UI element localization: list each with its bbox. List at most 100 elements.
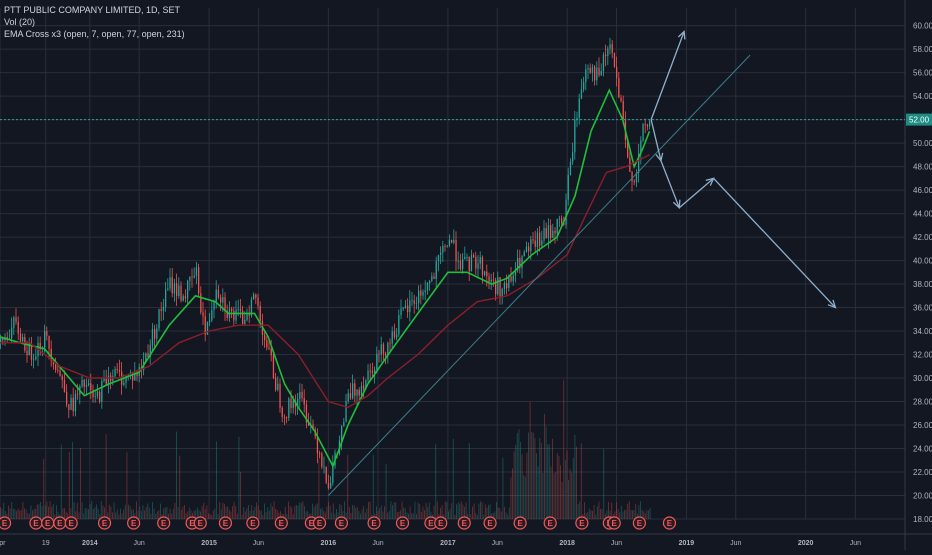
volume-bar (374, 513, 376, 519)
earnings-event-marker[interactable] (457, 516, 471, 530)
candle-body (367, 370, 369, 381)
volume-bar (83, 513, 85, 519)
candle-body (169, 277, 171, 289)
volume-bar (4, 511, 6, 519)
volume-bar (400, 510, 401, 519)
earnings-event-marker[interactable] (607, 516, 621, 530)
earnings-event-marker[interactable] (483, 516, 497, 530)
earnings-event-marker[interactable] (97, 516, 112, 530)
volume-bar (377, 511, 379, 519)
volume-bar (94, 507, 96, 519)
candle-body (195, 267, 198, 276)
earnings-event-marker[interactable] (395, 516, 410, 530)
y-tick-label: 50.00 (913, 139, 932, 148)
volume-bar (460, 501, 462, 519)
earnings-event-marker[interactable] (157, 516, 171, 530)
earnings-event-marker[interactable] (312, 516, 327, 530)
y-tick-label: 24.00 (913, 445, 932, 454)
volume-bar (358, 510, 360, 519)
legend-symbol-title[interactable]: PTT PUBLIC COMPANY LIMITED, 1D, SET (4, 5, 181, 15)
candle-body (77, 393, 79, 395)
volume-bar (203, 502, 205, 519)
volume-bar (633, 510, 635, 519)
earnings-event-marker[interactable] (575, 516, 589, 530)
volume-bar (176, 431, 177, 519)
earnings-event-marker[interactable] (632, 516, 646, 530)
volume-bar (625, 509, 627, 519)
earnings-event-marker[interactable] (0, 516, 12, 530)
volume-bar (30, 505, 32, 519)
candle-body (508, 276, 510, 289)
candle-body (499, 277, 501, 297)
candle-body (565, 199, 567, 225)
ema-fast-line[interactable] (0, 88, 651, 469)
volume-bar (206, 505, 208, 519)
volume-bar (491, 513, 493, 519)
volume-bar (142, 505, 144, 519)
volume-bar (204, 509, 206, 519)
volume-bar (92, 508, 94, 519)
earnings-event-marker[interactable] (367, 516, 381, 530)
legend-ema-cross[interactable]: EMA Cross x3 (open, 7, open, 77, open, 2… (4, 29, 185, 39)
candle-body (448, 239, 451, 246)
volume-bar (289, 506, 291, 519)
volume-bar (595, 514, 597, 519)
candle-body (303, 397, 305, 405)
earnings-event-marker[interactable] (513, 516, 527, 530)
volume-bar (108, 504, 110, 519)
volume-bar (25, 509, 27, 519)
earnings-event-marker[interactable] (127, 516, 141, 530)
volume-bar (624, 510, 625, 519)
forecast-arrow[interactable] (678, 177, 714, 209)
candle-body (173, 283, 176, 294)
volume-bar (440, 507, 441, 519)
forecast-arrow[interactable] (650, 119, 662, 161)
candle-body (616, 66, 618, 79)
candle-body (202, 312, 204, 317)
forecast-arrow[interactable] (650, 31, 685, 120)
volume-bar (484, 504, 486, 519)
volume-bar (425, 502, 427, 519)
volume-bar (270, 503, 272, 519)
candle-body (332, 465, 334, 483)
volume-bar (24, 508, 25, 519)
earnings-event-marker[interactable] (434, 516, 448, 530)
candle-body (510, 276, 512, 282)
trendline[interactable] (327, 54, 751, 496)
volume-bar (409, 506, 411, 519)
volume-bar (292, 514, 294, 519)
earnings-event-marker[interactable] (64, 516, 78, 530)
volume-bar (318, 459, 320, 519)
earnings-event-marker[interactable] (218, 516, 233, 530)
volume-bar (406, 512, 408, 519)
legend-volume[interactable]: Vol (20) (4, 17, 36, 27)
volume-bar (302, 501, 304, 519)
earnings-event-marker[interactable] (334, 516, 349, 530)
candle-body (112, 376, 114, 382)
volume-bar (596, 506, 598, 519)
earnings-event-marker[interactable] (193, 516, 207, 530)
volume-bar (456, 504, 457, 519)
candle-body (48, 335, 50, 349)
candle-body (321, 453, 323, 467)
volume-bar (134, 513, 136, 519)
earnings-event-marker[interactable] (662, 516, 677, 530)
volume-bar (251, 505, 253, 519)
volume-bar (368, 501, 369, 519)
volume-bar (124, 504, 126, 519)
earnings-event-marker[interactable] (246, 516, 260, 530)
earnings-event-marker[interactable] (543, 516, 557, 530)
volume-bar (550, 466, 552, 519)
forecast-arrow[interactable] (713, 177, 836, 308)
candle-body (484, 271, 486, 276)
volume-bar (152, 502, 153, 519)
ema-slow-line[interactable] (0, 154, 650, 409)
earnings-event-marker[interactable] (274, 516, 288, 530)
forecast-arrow[interactable] (660, 160, 680, 208)
x-tick-label: Jun (611, 540, 622, 547)
volume-bar (150, 513, 152, 519)
candle-body (649, 120, 651, 127)
volume-bar (611, 502, 613, 519)
